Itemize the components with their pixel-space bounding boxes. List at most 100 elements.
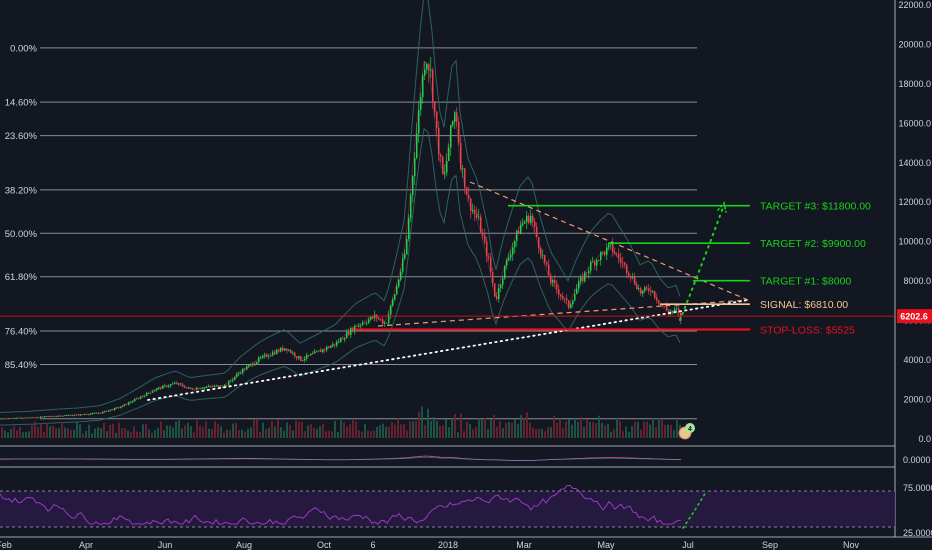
volume-bar [256,419,258,438]
volume-bar [517,423,519,438]
candle-body [186,387,188,389]
candle-body [468,194,470,199]
volume-bar [121,427,123,438]
candle-body [20,417,22,419]
volume-bar [616,417,618,438]
candle-body [188,387,190,389]
candle-body [62,415,64,417]
candle-body [222,386,224,388]
volume-bar [343,421,345,438]
volume-bar [352,418,354,438]
volume-bar [361,431,363,438]
candle-body [326,347,328,350]
candle-body [428,64,430,71]
volume-bar [79,424,81,438]
volume-bars: 4 [1,406,695,440]
volume-bar [265,429,267,438]
volume-bar [130,432,132,438]
candle-body [336,342,338,346]
fib-level-label: 61.80% [5,272,38,283]
volume-bar [91,433,93,438]
volume-bar [559,418,561,438]
y-tick-label: 16000.0 [898,118,931,128]
candle-body [356,326,358,327]
volume-bar [115,432,117,438]
fib-level-label: 50.00% [5,229,38,240]
volume-bar [7,432,9,438]
candle-body [574,294,576,301]
candle-body [650,290,652,292]
volume-bar [607,423,609,438]
candle-body [598,260,600,261]
volume-bar [502,428,504,438]
volume-bar [139,432,141,438]
candle-body [450,125,452,148]
volume-bar [469,423,471,438]
candle-body [616,253,618,255]
candle-body [274,352,276,355]
candle-body [552,279,554,283]
volume-bar [610,431,612,438]
candle-body [392,299,394,306]
volume-bar [10,428,12,438]
candle-body [104,411,106,412]
candle-body [448,147,450,162]
volume-bar [421,406,423,438]
x-axis: Feb Apr Jun Aug Oct 6 2018 Mar May Jul Sep Nov [0,540,859,550]
volume-bar [316,429,318,438]
candle-body [608,244,610,248]
candle-body [482,232,484,236]
y-tick-label: 0.0 [918,434,931,444]
candle-body [138,398,140,400]
candle-body [24,417,26,419]
volume-bar [544,431,546,438]
candle-body [498,288,500,299]
candle-body [656,297,658,301]
volume-bar [664,424,666,438]
candle-body [50,416,52,417]
candle-body [618,254,620,259]
volume-bar [625,426,627,438]
candle-body [128,402,130,405]
candle-body [664,306,666,307]
candle-body [456,112,458,122]
volume-bar [100,428,102,438]
candle-body [466,187,468,195]
candle-body [600,252,602,261]
x-tick-label: Jul [682,540,694,550]
volume-bar [550,427,552,438]
candle-body [168,385,170,387]
candle-body [124,404,126,406]
candle-body [658,300,660,304]
rsi-projection [682,491,707,529]
candle-body [404,254,406,259]
candle-body [364,323,366,324]
candle-body [492,271,494,284]
candle-body [56,416,58,417]
volume-bar [34,421,36,438]
candle-body [38,417,40,419]
volume-bar [103,422,105,438]
candle-body [84,414,86,416]
candle-body [68,415,70,416]
volume-bar [367,430,369,438]
projected-breakout-arrow [717,201,727,213]
volume-bar [148,429,150,438]
volume-bar [523,418,525,438]
candle-body [446,161,448,173]
candle-body [666,306,668,311]
candle-body [566,298,568,301]
candle-body [298,356,300,359]
candle-body [252,363,254,366]
candle-body [312,353,314,354]
volume-bar [658,417,660,438]
y-tick-label: 8000.0 [903,276,931,286]
grid [0,0,932,538]
candle-body [544,255,546,263]
volume-bar [76,421,78,438]
candle-body [232,379,234,381]
volume-bar [301,421,303,438]
volume-bar [46,422,48,438]
candle-body [120,407,122,408]
